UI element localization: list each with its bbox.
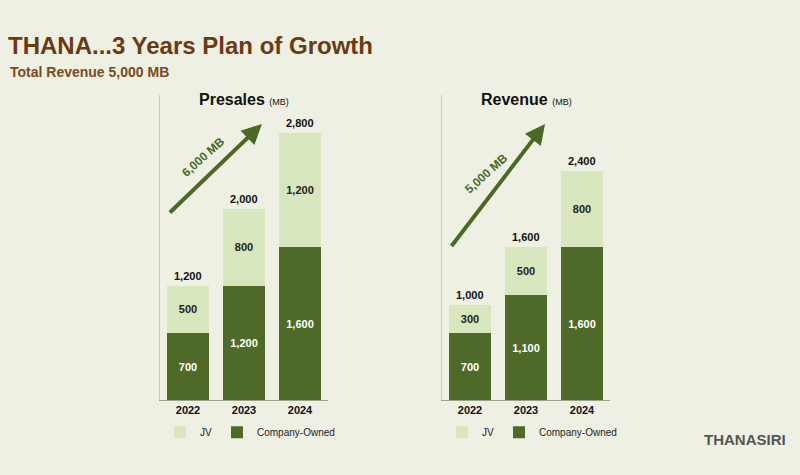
svg-text:2,800: 2,800: [286, 117, 314, 129]
svg-text:1,600: 1,600: [286, 318, 314, 330]
svg-text:1,600: 1,600: [512, 231, 540, 243]
svg-text:700: 700: [461, 361, 479, 373]
svg-text:THANASIRI: THANASIRI: [704, 431, 786, 448]
svg-text:6,000 MB: 6,000 MB: [179, 134, 227, 179]
svg-text:2,400: 2,400: [568, 155, 596, 167]
svg-text:2023: 2023: [514, 404, 538, 416]
svg-text:500: 500: [179, 303, 197, 315]
svg-text:500: 500: [517, 265, 535, 277]
svg-text:2022: 2022: [176, 404, 200, 416]
svg-text:1,100: 1,100: [512, 342, 540, 354]
svg-text:1,200: 1,200: [230, 337, 258, 349]
svg-text:JV: JV: [200, 427, 212, 438]
svg-text:Revenue (MB): Revenue (MB): [481, 91, 572, 108]
svg-text:2024: 2024: [570, 404, 595, 416]
svg-text:1,600: 1,600: [568, 318, 596, 330]
svg-text:Company-Owned: Company-Owned: [257, 427, 335, 438]
svg-text:1,200: 1,200: [174, 270, 202, 282]
svg-text:5,000 MB: 5,000 MB: [462, 151, 510, 196]
svg-text:800: 800: [235, 241, 253, 253]
svg-text:JV: JV: [482, 427, 494, 438]
svg-text:2023: 2023: [232, 404, 256, 416]
svg-text:THANA...3 Years Plan of Growth: THANA...3 Years Plan of Growth: [8, 32, 373, 59]
svg-text:800: 800: [573, 203, 591, 215]
svg-text:300: 300: [461, 313, 479, 325]
svg-text:1,200: 1,200: [286, 184, 314, 196]
svg-text:2022: 2022: [458, 404, 482, 416]
svg-text:2,000: 2,000: [230, 193, 258, 205]
svg-text:1,000: 1,000: [456, 289, 484, 301]
svg-text:Company-Owned: Company-Owned: [539, 427, 617, 438]
svg-text:2024: 2024: [288, 404, 313, 416]
svg-text:Presales (MB): Presales (MB): [199, 91, 289, 108]
svg-text:700: 700: [179, 361, 197, 373]
svg-text:Total Revenue 5,000 MB: Total Revenue 5,000 MB: [10, 64, 169, 80]
